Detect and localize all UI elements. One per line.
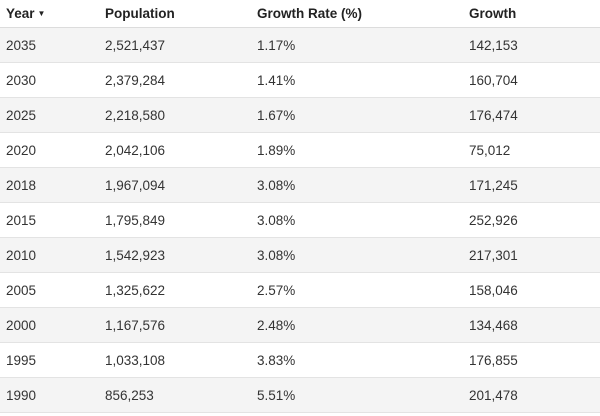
growth-rate-cell: 2.57% — [257, 272, 469, 308]
population-cell: 2,218,580 — [105, 97, 257, 133]
growth-cell: 158,046 — [469, 272, 600, 308]
table-row: 2020 2,042,106 1.89% 75,012 — [0, 132, 600, 168]
population-cell: 1,325,622 — [105, 272, 257, 308]
growth-cell: 252,926 — [469, 202, 600, 238]
population-cell: 1,167,576 — [105, 307, 257, 343]
table-body: 2035 2,521,437 1.17% 142,153 2030 2,379,284 1.… — [0, 27, 600, 413]
population-cell: 1,542,923 — [105, 237, 257, 273]
growth-rate-cell: 2.48% — [257, 307, 469, 343]
growth-rate-column-header[interactable]: Growth Rate (%) — [257, 0, 469, 28]
population-cell: 2,521,437 — [105, 27, 257, 63]
table-row: 2010 1,542,923 3.08% 217,301 — [0, 237, 600, 273]
table-row: 1990 856,253 5.51% 201,478 — [0, 377, 600, 413]
growth-cell: 176,474 — [469, 97, 600, 133]
table-row: 2005 1,325,622 2.57% 158,046 — [0, 272, 600, 308]
growth-cell: 134,468 — [469, 307, 600, 343]
growth-header-label: Growth — [469, 6, 517, 21]
population-column-header[interactable]: Population — [105, 0, 257, 28]
growth-rate-cell: 1.89% — [257, 132, 469, 168]
year-column-header[interactable]: Year ▼ — [0, 0, 105, 28]
table-header: Year ▼ Population Growth Rate (%) Growth — [0, 0, 600, 28]
growth-cell: 217,301 — [469, 237, 600, 273]
population-cell: 1,795,849 — [105, 202, 257, 238]
year-cell: 2018 — [0, 167, 105, 203]
growth-rate-cell: 3.08% — [257, 167, 469, 203]
growth-rate-cell: 1.67% — [257, 97, 469, 133]
year-cell: 1990 — [0, 377, 105, 413]
table-row: 2025 2,218,580 1.67% 176,474 — [0, 97, 600, 133]
growth-cell: 142,153 — [469, 27, 600, 63]
header-row: Year ▼ Population Growth Rate (%) Growth — [0, 0, 600, 28]
population-cell: 2,042,106 — [105, 132, 257, 168]
growth-cell: 176,855 — [469, 342, 600, 378]
year-cell: 2025 — [0, 97, 105, 133]
table-row: 2035 2,521,437 1.17% 142,153 — [0, 27, 600, 63]
table-row: 2015 1,795,849 3.08% 252,926 — [0, 202, 600, 238]
growth-cell: 160,704 — [469, 62, 600, 98]
growth-rate-cell: 3.83% — [257, 342, 469, 378]
growth-column-header[interactable]: Growth — [469, 0, 600, 28]
year-cell: 2020 — [0, 132, 105, 168]
growth-rate-cell: 1.41% — [257, 62, 469, 98]
table-row: 1995 1,033,108 3.83% 176,855 — [0, 342, 600, 378]
growth-cell: 201,478 — [469, 377, 600, 413]
population-cell: 2,379,284 — [105, 62, 257, 98]
year-cell: 1995 — [0, 342, 105, 378]
population-cell: 1,967,094 — [105, 167, 257, 203]
caret-down-icon: ▼ — [37, 9, 46, 18]
growth-rate-cell: 5.51% — [257, 377, 469, 413]
year-cell: 2005 — [0, 272, 105, 308]
growth-rate-cell: 3.08% — [257, 202, 469, 238]
growth-cell: 171,245 — [469, 167, 600, 203]
year-cell: 2035 — [0, 27, 105, 63]
growth-cell: 75,012 — [469, 132, 600, 168]
population-cell: 856,253 — [105, 377, 257, 413]
year-cell: 2030 — [0, 62, 105, 98]
table-row: 2030 2,379,284 1.41% 160,704 — [0, 62, 600, 98]
growth-rate-header-label: Growth Rate (%) — [257, 6, 363, 21]
year-cell: 2015 — [0, 202, 105, 238]
year-cell: 2000 — [0, 307, 105, 343]
growth-rate-cell: 3.08% — [257, 237, 469, 273]
population-header-label: Population — [105, 6, 175, 21]
year-header-label: Year — [6, 6, 35, 21]
growth-rate-cell: 1.17% — [257, 27, 469, 63]
table-row: 2018 1,967,094 3.08% 171,245 — [0, 167, 600, 203]
year-cell: 2010 — [0, 237, 105, 273]
population-cell: 1,033,108 — [105, 342, 257, 378]
table-row: 2000 1,167,576 2.48% 134,468 — [0, 307, 600, 343]
